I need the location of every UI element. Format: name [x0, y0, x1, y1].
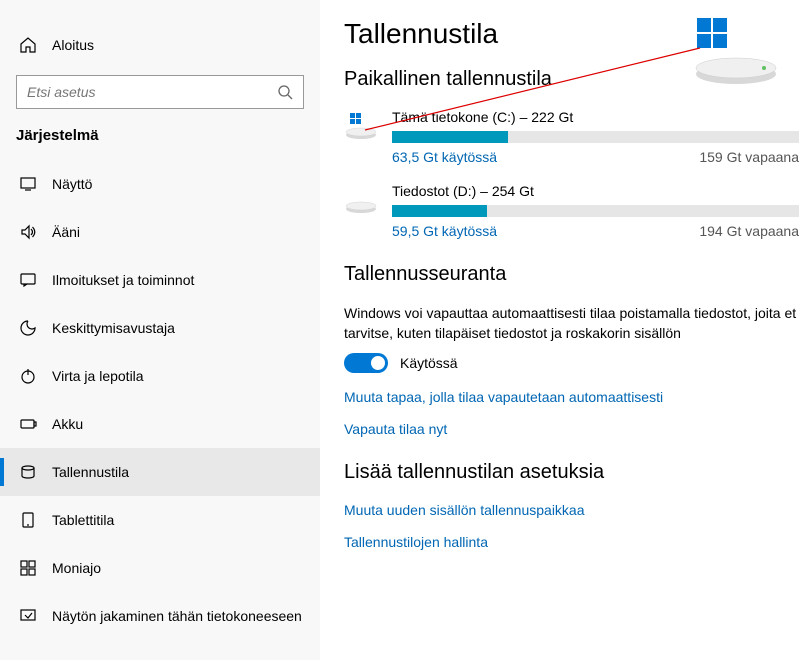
- drive-stats: 63,5 Gt käytössä 159 Gt vapaana: [392, 149, 799, 165]
- drive-title: Tiedostot (D:) – 254 Gt: [392, 183, 799, 199]
- nav-item-3[interactable]: Keskittymisavustaja: [0, 304, 320, 352]
- storage-sense-toggle-row: Käytössä: [344, 353, 799, 373]
- nav-icon: [18, 270, 38, 290]
- nav-label: Moniajo: [52, 560, 101, 576]
- nav-icon: [18, 366, 38, 386]
- drive-stats: 59,5 Gt käytössä 194 Gt vapaana: [392, 223, 799, 239]
- nav-item-2[interactable]: Ilmoitukset ja toiminnot: [0, 256, 320, 304]
- nav-icon: [18, 462, 38, 482]
- nav-label: Näytön jakaminen tähän tietokoneeseen: [52, 608, 302, 624]
- nav-item-8[interactable]: Moniajo: [0, 544, 320, 592]
- drive-used: 63,5 Gt käytössä: [392, 149, 497, 165]
- nav-item-6[interactable]: Tallennustila: [0, 448, 320, 496]
- nav-label: Virta ja lepotila: [52, 368, 144, 384]
- nav-icon: [18, 414, 38, 434]
- home-label: Aloitus: [52, 37, 94, 53]
- home-button[interactable]: Aloitus: [0, 25, 320, 65]
- home-icon: [18, 35, 38, 55]
- drive-usage-bar: [392, 131, 799, 143]
- drive-hero-icon: [691, 18, 781, 88]
- nav-label: Akku: [52, 416, 83, 432]
- drive-icon: [344, 187, 378, 215]
- drive-row[interactable]: Tämä tietokone (C:) – 222 Gt 63,5 Gt käyt…: [344, 109, 799, 165]
- drive-used: 59,5 Gt käytössä: [392, 223, 497, 239]
- sidebar-section-title: Järjestelmä: [0, 127, 320, 160]
- nav-icon: [18, 222, 38, 242]
- nav-item-1[interactable]: Ääni: [0, 208, 320, 256]
- nav-item-5[interactable]: Akku: [0, 400, 320, 448]
- nav-label: Ääni: [52, 224, 80, 240]
- nav-icon: [18, 318, 38, 338]
- drive-body: Tiedostot (D:) – 254 Gt 59,5 Gt käytössä 1…: [392, 183, 799, 239]
- main-content: Tallennustila Paikallinen tallennustila …: [320, 0, 799, 660]
- nav-icon: [18, 510, 38, 530]
- nav-label: Näyttö: [52, 176, 92, 192]
- drive-icon: [344, 113, 378, 141]
- nav-icon: [18, 606, 38, 626]
- drive-body: Tämä tietokone (C:) – 222 Gt 63,5 Gt käyt…: [392, 109, 799, 165]
- drives-list: Tämä tietokone (C:) – 222 Gt 63,5 Gt käyt…: [344, 109, 799, 239]
- drive-title: Tämä tietokone (C:) – 222 Gt: [392, 109, 799, 125]
- link-manage-spaces[interactable]: Tallennustilojen hallinta: [344, 534, 799, 550]
- sidebar: Aloitus Järjestelmä Näyttö Ääni Ilmoitukse…: [0, 0, 320, 660]
- nav-item-4[interactable]: Virta ja lepotila: [0, 352, 320, 400]
- search-input[interactable]: [27, 84, 277, 100]
- search-icon: [277, 84, 293, 100]
- link-free-now[interactable]: Vapauta tilaa nyt: [344, 421, 799, 437]
- link-change-free-method[interactable]: Muuta tapaa, jolla tilaa vapautetaan aut…: [344, 389, 799, 405]
- nav-list: Näyttö Ääni Ilmoitukset ja toiminnot Keskit…: [0, 160, 320, 640]
- nav-label: Keskittymisavustaja: [52, 320, 175, 336]
- nav-item-0[interactable]: Näyttö: [0, 160, 320, 208]
- storage-sense-toggle[interactable]: [344, 353, 388, 373]
- drive-free: 194 Gt vapaana: [699, 223, 799, 239]
- drive-usage-bar: [392, 205, 799, 217]
- nav-label: Tallennustila: [52, 464, 129, 480]
- nav-label: Ilmoitukset ja toiminnot: [52, 272, 194, 288]
- nav-label: Tablettitila: [52, 512, 114, 528]
- nav-icon: [18, 174, 38, 194]
- more-settings-heading: Lisää tallennustilan asetuksia: [344, 461, 799, 484]
- nav-icon: [18, 558, 38, 578]
- nav-item-9[interactable]: Näytön jakaminen tähän tietokoneeseen: [0, 592, 320, 640]
- storage-sense-heading: Tallennusseuranta: [344, 263, 799, 286]
- nav-item-7[interactable]: Tablettitila: [0, 496, 320, 544]
- drive-free: 159 Gt vapaana: [699, 149, 799, 165]
- storage-sense-toggle-label: Käytössä: [400, 355, 458, 371]
- storage-sense-description: Windows voi vapauttaa automaattisesti ti…: [344, 304, 799, 343]
- drive-row[interactable]: Tiedostot (D:) – 254 Gt 59,5 Gt käytössä 1…: [344, 183, 799, 239]
- link-change-save-location[interactable]: Muuta uuden sisällön tallennuspaikkaa: [344, 502, 799, 518]
- search-box[interactable]: [16, 75, 304, 109]
